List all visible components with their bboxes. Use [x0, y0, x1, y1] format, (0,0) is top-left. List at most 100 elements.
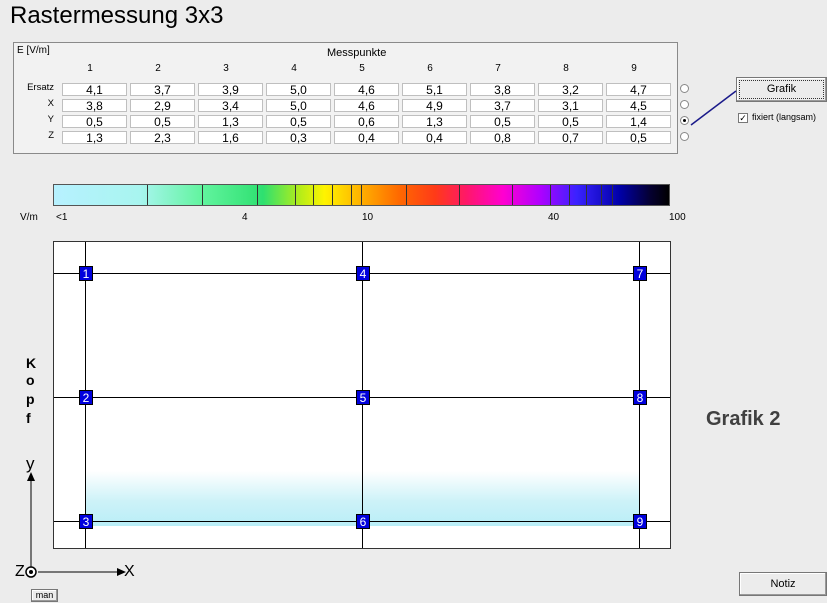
raster-grid: 1 2 3 4 5 6 7 8 9: [53, 241, 671, 549]
measurement-point[interactable]: 9: [633, 514, 647, 529]
window-title: Rastermessung 3x3: [10, 2, 224, 29]
fixiert-label: fixiert (langsam): [752, 112, 817, 122]
column-header: 6: [427, 63, 433, 74]
measurement-point[interactable]: 2: [79, 390, 93, 405]
scale-unit: V/m: [20, 212, 38, 223]
column-header: 8: [563, 63, 569, 74]
measurement-point[interactable]: 1: [79, 266, 93, 281]
scale-tick: [147, 185, 148, 205]
column-header: 4: [291, 63, 297, 74]
table-cell: 3,1: [538, 99, 603, 113]
measurement-point[interactable]: 4: [356, 266, 370, 281]
table-cell: 0,5: [62, 115, 127, 129]
scale-label: 100: [669, 212, 686, 223]
table-cell: 1,3: [62, 131, 127, 145]
measurement-point[interactable]: 7: [633, 266, 647, 281]
table-cell: 4,7: [606, 83, 671, 97]
messpunkte-header: Messpunkte: [327, 47, 387, 59]
column-header: 3: [223, 63, 229, 74]
table-cell: 5,1: [402, 83, 467, 97]
table-cell: 3,2: [538, 83, 603, 97]
grafik-button[interactable]: Grafik: [736, 77, 827, 102]
unit-label: E [V/m]: [17, 45, 50, 56]
table-cell: 3,9: [198, 83, 263, 97]
man-button[interactable]: man: [31, 589, 58, 602]
scale-tick: [601, 185, 602, 205]
column-header: 2: [155, 63, 161, 74]
measurement-point[interactable]: 8: [633, 390, 647, 405]
scale-tick: [512, 185, 513, 205]
table-cell: 0,5: [538, 115, 603, 129]
table-cell: 1,3: [402, 115, 467, 129]
axis-z-label: Z: [15, 563, 25, 580]
kopf-label-char: p: [26, 391, 35, 407]
scale-tick: [612, 185, 613, 205]
scale-tick: [459, 185, 460, 205]
table-cell: 0,7: [538, 131, 603, 145]
table-cell: 2,3: [130, 131, 195, 145]
row-radio[interactable]: [680, 100, 689, 109]
table-cell: 1,6: [198, 131, 263, 145]
column-header: 5: [359, 63, 365, 74]
scale-tick: [257, 185, 258, 205]
column-header: 9: [631, 63, 637, 74]
kopf-label-char: K: [26, 355, 37, 371]
row-label: Y: [47, 114, 54, 125]
scale-tick: [351, 185, 352, 205]
scale-label: 40: [548, 212, 560, 223]
scale-tick: [406, 185, 407, 205]
scale-label: 4: [242, 212, 248, 223]
table-cell: 4,5: [606, 99, 671, 113]
scale-label: <1: [56, 212, 68, 223]
scale-label: 10: [362, 212, 374, 223]
scale-tick: [295, 185, 296, 205]
scale-tick: [550, 185, 551, 205]
row-label: X: [47, 98, 54, 109]
measurement-point[interactable]: 6: [356, 514, 370, 529]
table-cell: 5,0: [266, 83, 331, 97]
scale-tick: [332, 185, 333, 205]
table-cell: 3,7: [470, 99, 535, 113]
table-cell: 1,4: [606, 115, 671, 129]
scale-tick: [202, 185, 203, 205]
grafik-caption: Grafik 2: [706, 408, 781, 430]
axis-y-label: y: [26, 454, 35, 473]
table-cell: 0,5: [606, 131, 671, 145]
table-cell: 2,9: [130, 99, 195, 113]
table-cell: 0,3: [266, 131, 331, 145]
table-cell: 0,4: [402, 131, 467, 145]
table-cell: 4,6: [334, 83, 399, 97]
table-cell: 3,7: [130, 83, 195, 97]
row-radio[interactable]: [680, 84, 689, 93]
table-cell: 5,0: [266, 99, 331, 113]
table-cell: 0,6: [334, 115, 399, 129]
row-label: Ersatz: [27, 82, 54, 93]
scale-tick: [313, 185, 314, 205]
measurement-point[interactable]: 5: [356, 390, 370, 405]
row-radio[interactable]: [680, 132, 689, 141]
column-header: 1: [87, 63, 93, 74]
row-label: Z: [48, 130, 54, 141]
scale-tick: [361, 185, 362, 205]
table-cell: 0,5: [130, 115, 195, 129]
table-cell: 0,5: [266, 115, 331, 129]
fixiert-checkbox[interactable]: ✓: [738, 113, 748, 123]
table-cell: 0,5: [470, 115, 535, 129]
measurement-point[interactable]: 3: [79, 514, 93, 529]
scale-tick: [586, 185, 587, 205]
table-cell: 4,6: [334, 99, 399, 113]
kopf-label-char: f: [26, 410, 31, 426]
scale-tick: [569, 185, 570, 205]
table-cell: 3,8: [62, 99, 127, 113]
table-cell: 4,9: [402, 99, 467, 113]
kopf-label-char: o: [26, 372, 35, 388]
table-cell: 1,3: [198, 115, 263, 129]
table-cell: 4,1: [62, 83, 127, 97]
row-radio[interactable]: [680, 116, 689, 125]
notiz-button[interactable]: Notiz: [739, 572, 827, 596]
column-header: 7: [495, 63, 501, 74]
color-scale: [53, 184, 670, 206]
table-cell: 0,4: [334, 131, 399, 145]
axis-arrows: [25, 472, 126, 578]
